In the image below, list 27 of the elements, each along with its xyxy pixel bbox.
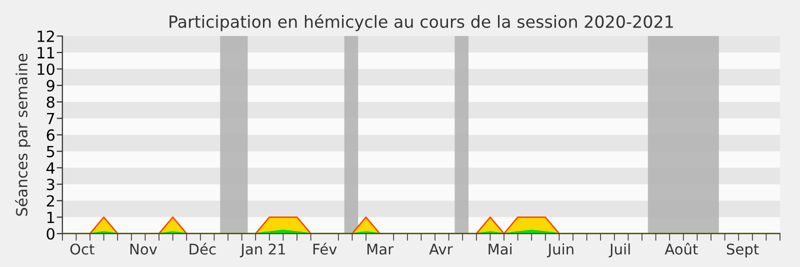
x-tick-label: Mai	[488, 243, 512, 255]
x-tick-label: Déc	[190, 242, 216, 255]
x-tick-label: Oct	[70, 244, 94, 255]
y-tick-label: 10	[38, 63, 54, 75]
y-tick-label: 12	[38, 30, 54, 42]
y-tick-label: 11	[38, 47, 54, 58]
y-tick-label: 2	[46, 195, 54, 206]
x-tick-label: Fév	[313, 242, 337, 255]
x-tick-label: Août	[664, 242, 698, 255]
x-tick-label: Jan 21	[240, 244, 285, 258]
y-tick-label: 1	[47, 212, 54, 223]
x-tick-label: Mar	[367, 244, 394, 255]
y-tick-label: 7	[46, 113, 54, 124]
y-tick-label: 0	[46, 228, 54, 240]
y-tick-label: 6	[46, 129, 54, 141]
y-tick-label: 3	[46, 178, 54, 190]
chart-title: Participation en hémicycle au cours de la session 2020-2021	[170, 14, 673, 32]
x-tick-label: Nov	[130, 244, 158, 255]
y-tick-label: 9	[46, 80, 54, 92]
x-tick-label: Juin	[547, 243, 574, 258]
x-tick-label: Avr	[429, 244, 453, 254]
x-tick-label: Sept	[726, 244, 759, 258]
x-tick-label: Juil	[608, 243, 630, 258]
y-tick-label: 4	[46, 162, 55, 174]
y-axis-title: Séances par semaine	[15, 54, 30, 216]
y-tick-label: 8	[46, 96, 54, 108]
y-tick-label: 5	[46, 146, 54, 158]
